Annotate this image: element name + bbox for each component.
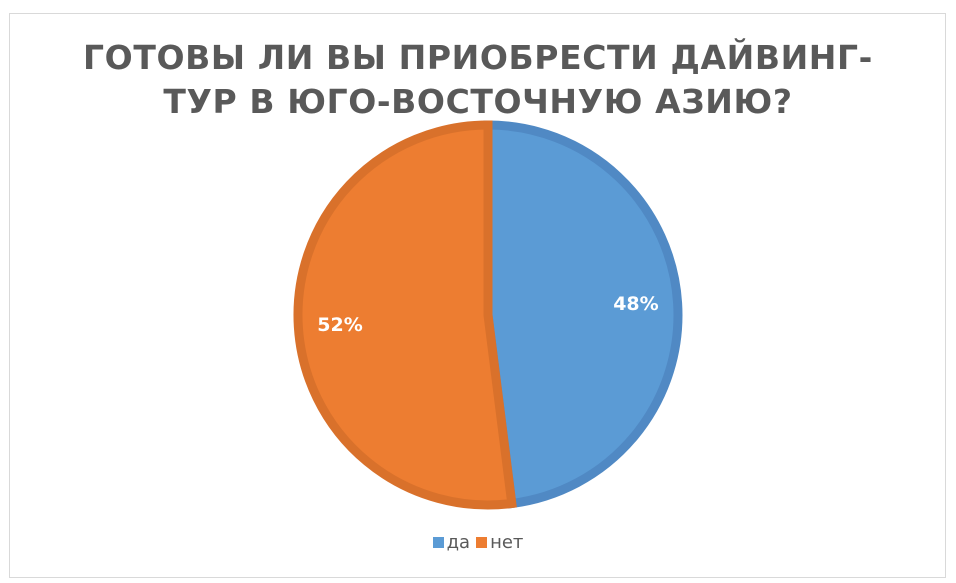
chart-title-line-1: ГОТОВЫ ЛИ ВЫ ПРИОБРЕСТИ ДАЙВИНГ- [83, 38, 873, 77]
pie-slice-da [483, 120, 683, 509]
chart-title: ГОТОВЫ ЛИ ВЫ ПРИОБРЕСТИ ДАЙВИНГ- ТУР В Ю… [0, 36, 956, 124]
legend-item-net: нет [476, 532, 523, 553]
legend-swatch-da [432, 537, 444, 548]
pie-slice-net [293, 120, 517, 510]
chart-legend: да нет [0, 532, 956, 553]
legend-label-da: да [446, 532, 471, 553]
chart-title-line-2: ТУР В ЮГО-ВОСТОЧНУЮ АЗИЮ? [163, 82, 793, 121]
data-label-da: 48% [613, 293, 658, 315]
legend-item-da: да [432, 532, 471, 553]
legend-swatch-net [476, 537, 488, 548]
legend-label-net: нет [490, 532, 524, 553]
data-label-net: 52% [317, 314, 362, 336]
